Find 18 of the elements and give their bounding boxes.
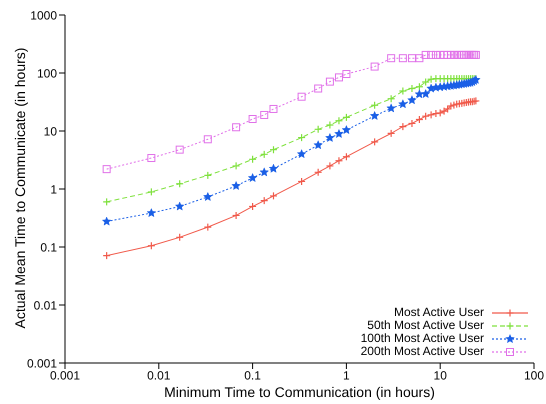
legend-label: 100th Most Active User <box>360 331 484 345</box>
y-tick-label: 10 <box>44 124 58 138</box>
y-tick-label: 1 <box>50 182 58 196</box>
x-tick-label: 100 <box>524 368 544 383</box>
x-tick-label: 0.01 <box>147 368 171 383</box>
legend-label: 200th Most Active User <box>360 344 484 358</box>
y-tick-label: 0.01 <box>34 298 58 312</box>
y-tick-label: 0.1 <box>40 240 58 254</box>
y-tick-label: 1000 <box>30 8 58 22</box>
y-tick-label: 100 <box>36 66 58 80</box>
x-axis-title: Minimum Time to Communication (in hours) <box>163 384 436 400</box>
x-tick-label: 10 <box>434 368 448 383</box>
y-axis-title: Actual Mean Time to Communicate (in hours) <box>12 46 28 330</box>
x-tick-label: 1 <box>343 368 350 383</box>
x-tick-label: 0.1 <box>244 368 262 383</box>
legend-label: 50th Most Active User <box>367 318 484 332</box>
legend-label: Most Active User <box>394 305 484 319</box>
y-tick-label: 0.001 <box>26 356 58 370</box>
